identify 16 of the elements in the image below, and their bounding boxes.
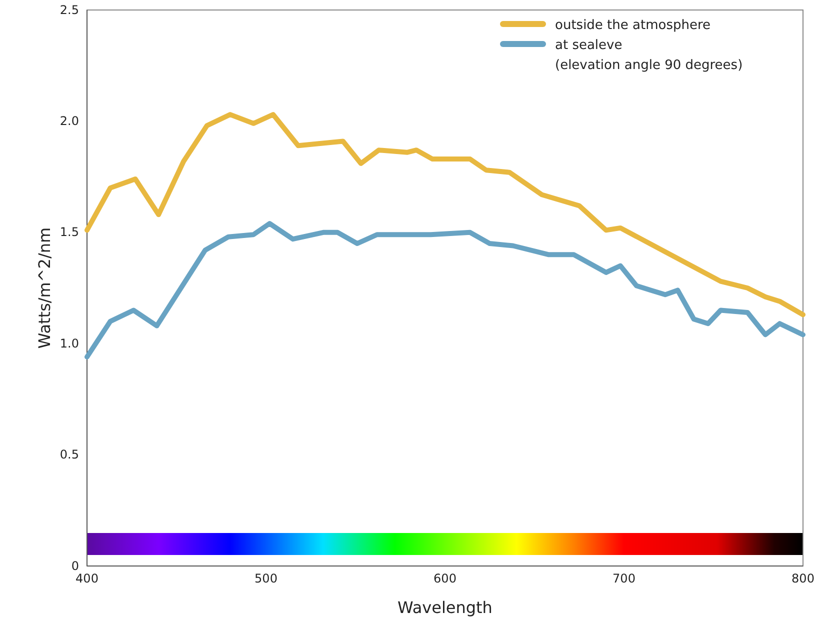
x-tick-label: 700	[612, 572, 636, 586]
y-tick-label: 1.0	[60, 336, 79, 350]
y-tick-label: 1.5	[60, 225, 79, 240]
legend-label: at sealeve	[555, 38, 622, 53]
y-tick-label: 0	[71, 558, 79, 573]
x-axis-title: Wavelength	[398, 598, 492, 617]
y-tick-label: 2.0	[60, 114, 79, 128]
legend-label: outside the atmosphere	[555, 18, 711, 33]
x-tick-label: 500	[254, 572, 278, 586]
annotation: (elevation angle 90 degrees)	[555, 58, 743, 73]
y-tick-label: 2.5	[60, 2, 79, 17]
y-tick-label: 0.5	[60, 448, 79, 462]
x-tick-label: 600	[434, 572, 456, 586]
y-axis-title: Watts/m^2/nm	[35, 227, 54, 349]
x-tick-label: 400	[76, 572, 98, 586]
x-tick-label: 800	[792, 572, 814, 586]
